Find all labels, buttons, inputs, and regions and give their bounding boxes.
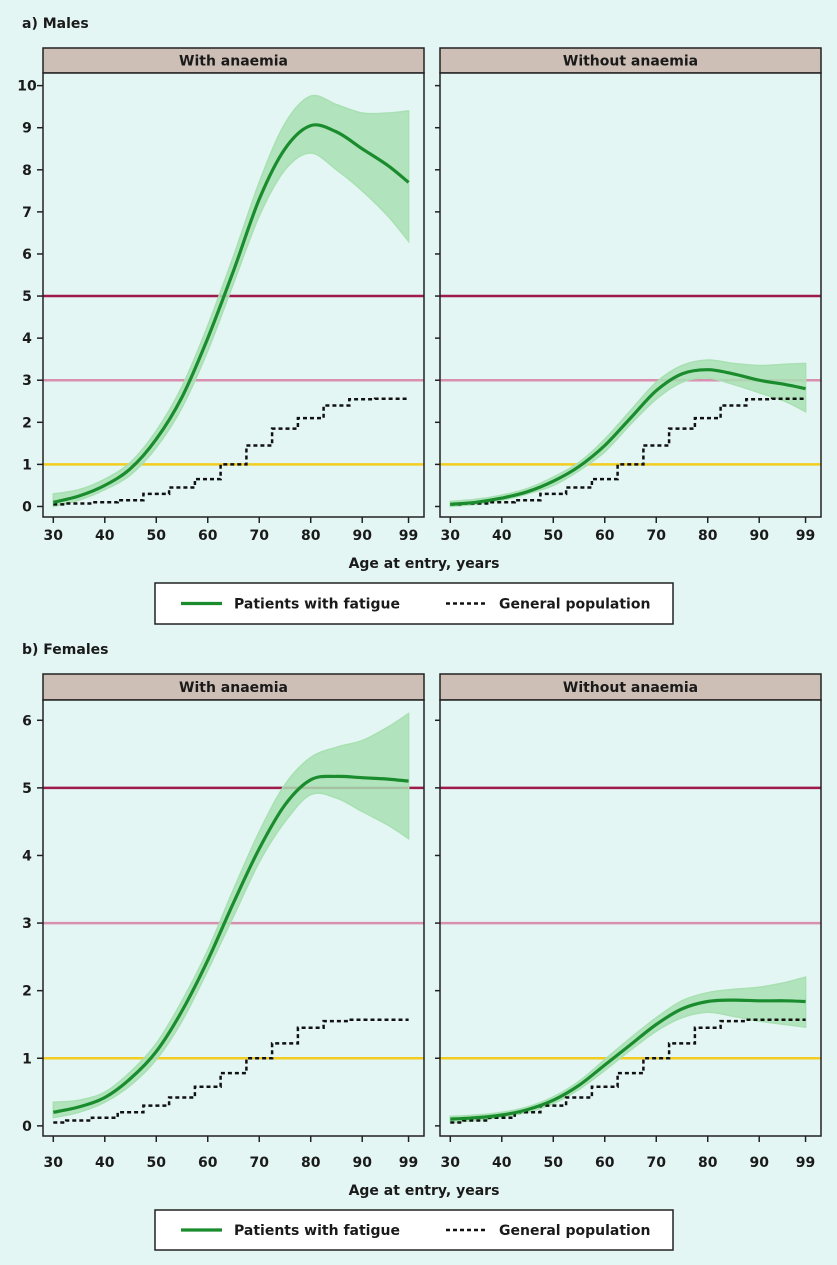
population-line [53, 1018, 409, 1124]
fatigue-line [52, 123, 410, 504]
section-title: b) Females [22, 642, 108, 658]
fatigue-confidence-band [52, 94, 410, 508]
panel-strip [42, 47, 425, 74]
legend-fatigue-label: Patients with fatigue [234, 1223, 400, 1239]
x-tick-label: 60 [595, 528, 615, 544]
x-axis-label: Age at entry, years [349, 1183, 500, 1199]
x-tick-label: 40 [95, 528, 115, 544]
legend-population-label: General population [499, 1223, 650, 1239]
plot-frame [42, 72, 425, 518]
legend-box [154, 1209, 674, 1251]
x-tick-label: 90 [352, 528, 372, 544]
x-tick-label: 70 [647, 1155, 667, 1171]
chart-panel: Without anaemia 30 40 50 60 70 80 90 99 [435, 47, 822, 544]
x-tick-label: 70 [250, 528, 270, 544]
chart-panel: With anaemia 30 40 50 60 70 80 90 99 0 1 2 3 4 5 6 [22, 673, 425, 1171]
x-tick-label: 40 [492, 528, 512, 544]
legend-fatigue-label: Patients with fatigue [234, 597, 400, 613]
x-tick-label: 60 [198, 528, 218, 544]
x-tick-label: 80 [301, 1155, 321, 1171]
y-tick-label: 4 [22, 848, 32, 864]
x-tick-label: 40 [95, 1155, 115, 1171]
x-axis-label: Age at entry, years [349, 556, 500, 572]
panel-strip-label: Without anaemia [563, 680, 698, 696]
x-tick-label: 30 [441, 528, 461, 544]
x-tick-label: 90 [749, 528, 769, 544]
x-tick-label: 30 [441, 1155, 461, 1171]
x-tick-label: 90 [352, 1155, 372, 1171]
x-tick-label: 70 [647, 528, 667, 544]
y-tick-label: 5 [22, 289, 32, 305]
x-tick-label: 60 [595, 1155, 615, 1171]
x-tick-label: 99 [399, 528, 418, 544]
x-tick-label: 40 [492, 1155, 512, 1171]
x-tick-label: 99 [796, 1155, 815, 1171]
panel-strip [439, 673, 822, 701]
y-tick-label: 7 [22, 205, 32, 221]
y-tick-label: 2 [22, 984, 32, 1000]
x-tick-label: 80 [698, 1155, 718, 1171]
fatigue-confidence-band [449, 359, 807, 508]
y-tick-label: 0 [22, 499, 32, 515]
fatigue-line [450, 368, 806, 506]
chart-panel: Without anaemia 30 40 50 60 70 80 90 99 [435, 673, 822, 1171]
panel-strip-label: With anaemia [179, 680, 288, 696]
panel-strip-label: With anaemia [179, 54, 288, 70]
legend: Patients with fatigue General population [154, 1209, 674, 1251]
y-tick-label: 8 [22, 163, 32, 179]
x-tick-label: 99 [399, 1155, 418, 1171]
x-tick-label: 50 [147, 528, 167, 544]
plot-content [43, 94, 424, 508]
fatigue-confidence-band [52, 712, 410, 1119]
legend-population-label: General population [499, 597, 650, 613]
x-tick-label: 80 [301, 528, 321, 544]
y-tick-label: 4 [22, 331, 32, 347]
x-tick-label: 30 [44, 528, 64, 544]
plot-content [43, 712, 424, 1124]
legend: Patients with fatigue General population [154, 582, 674, 625]
fatigue-line [52, 774, 409, 1114]
y-tick-label: 1 [22, 1051, 32, 1067]
plot-frame [42, 699, 425, 1137]
legend-box [154, 582, 674, 625]
y-tick-label: 5 [22, 781, 32, 797]
plot-content [440, 294, 821, 508]
population-line [53, 397, 409, 506]
y-tick-label: 1 [22, 457, 32, 473]
chart-panel: With anaemia 30 40 50 60 70 80 90 99 0 1 2 3 4 5 6 7 8 9 10 [17, 47, 425, 544]
fatigue-line [450, 998, 806, 1121]
y-tick-label: 2 [22, 415, 32, 431]
y-tick-label: 3 [22, 373, 32, 389]
plot-frame [439, 699, 822, 1137]
panel-strip [439, 47, 822, 74]
chart-section: b) Females With anaemia 30 40 50 60 70 80 90 99 0 1… [22, 642, 822, 1251]
y-tick-label: 3 [22, 916, 32, 932]
y-tick-label: 6 [22, 713, 32, 729]
y-tick-label: 10 [17, 79, 37, 95]
y-tick-label: 9 [22, 121, 32, 137]
section-title: a) Males [22, 16, 89, 32]
plot-frame [439, 72, 822, 518]
x-tick-label: 90 [749, 1155, 769, 1171]
x-tick-label: 50 [544, 528, 564, 544]
fatigue-confidence-band [449, 976, 807, 1124]
population-line [450, 397, 806, 506]
x-tick-label: 70 [250, 1155, 270, 1171]
x-tick-label: 50 [147, 1155, 167, 1171]
x-tick-label: 50 [544, 1155, 564, 1171]
x-tick-label: 99 [796, 528, 815, 544]
x-tick-label: 30 [44, 1155, 64, 1171]
plot-area [440, 700, 821, 1136]
y-tick-label: 0 [22, 1119, 32, 1135]
population-line [450, 1018, 806, 1124]
plot-content [440, 786, 821, 1124]
x-tick-label: 60 [198, 1155, 218, 1171]
panel-strip-label: Without anaemia [563, 54, 698, 70]
y-tick-label: 6 [22, 247, 32, 263]
x-tick-label: 80 [698, 528, 718, 544]
